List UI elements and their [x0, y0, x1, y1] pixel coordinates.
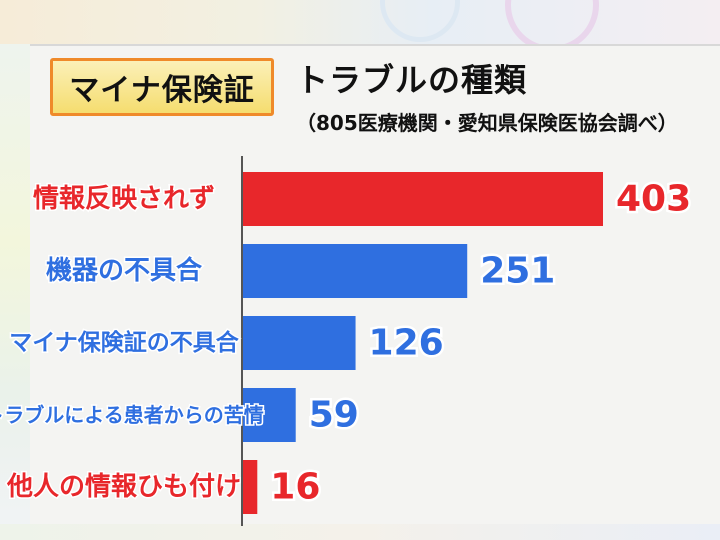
- category-label-0: 情報反映されず: [33, 184, 215, 214]
- category-label-2: マイナ保険証の不具合: [9, 329, 240, 356]
- bar-2: [243, 316, 356, 370]
- topic-badge-label: マイナ保険証: [69, 73, 255, 108]
- category-label-1: 機器の不具合: [46, 255, 203, 286]
- background-top: [0, 0, 720, 52]
- value-label-3: 59: [309, 395, 359, 436]
- value-label-1: 251: [480, 251, 555, 292]
- category-label-3: トラブルによる患者からの苦情: [0, 403, 264, 427]
- value-label-4: 16: [270, 467, 320, 508]
- bar-4: [243, 460, 258, 514]
- bar-3: [243, 388, 296, 442]
- value-label-0: 403: [616, 179, 691, 220]
- bar-0: [243, 172, 603, 226]
- chart-title: トラブルの種類: [296, 61, 528, 99]
- background-left: [0, 44, 30, 540]
- category-label-4: 他人の情報ひも付け: [6, 472, 241, 502]
- bar-1: [243, 244, 468, 298]
- chart-subtitle: （805医療機関・愛知県保険医協会調べ）: [296, 111, 678, 135]
- panel-divider: [30, 44, 720, 46]
- topic-badge: マイナ保険証: [50, 58, 274, 116]
- background-bottom: [0, 524, 720, 540]
- value-label-2: 126: [369, 323, 444, 364]
